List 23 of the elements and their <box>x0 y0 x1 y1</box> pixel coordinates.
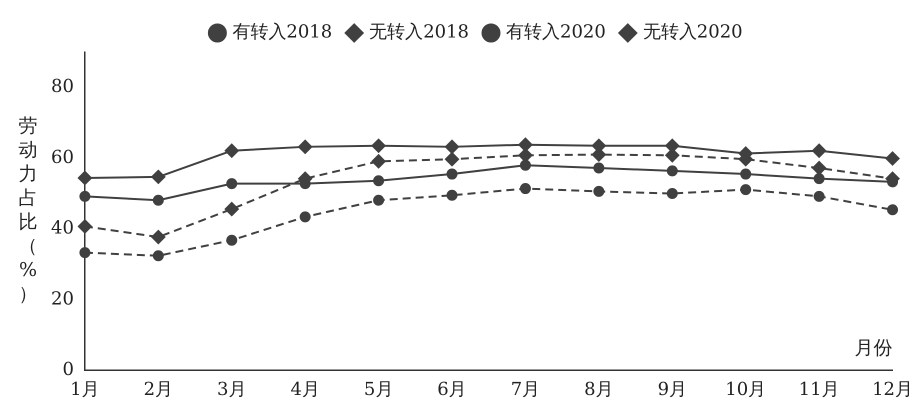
x-tick-label: 9月 <box>658 378 688 400</box>
legend-label: 有转入2018 <box>232 22 332 43</box>
x-tick-label: 4月 <box>290 378 320 400</box>
x-tick-label: 11月 <box>798 378 840 400</box>
x-tick-label: 10月 <box>725 378 766 400</box>
x-tick-label: 7月 <box>510 378 540 400</box>
y-tick-label: 20 <box>51 288 74 310</box>
x-tick-label: 5月 <box>364 378 394 400</box>
x-tick-label: 6月 <box>437 378 467 400</box>
y-tick-label: 60 <box>51 146 74 168</box>
legend-label: 有转入2020 <box>506 22 606 43</box>
y-tick-label: 80 <box>51 76 74 98</box>
x-tick-label: 2月 <box>144 378 174 400</box>
x-tick-label: 12月 <box>872 378 913 400</box>
x-axis-title: 月份 <box>854 336 893 359</box>
legend-label: 无转入2018 <box>369 22 470 43</box>
y-tick-label: 40 <box>51 218 74 239</box>
legend-label: 无转入2020 <box>642 22 743 43</box>
y-axis-title: 劳动力占比（%） <box>18 115 38 306</box>
x-tick-label: 1月 <box>70 378 100 400</box>
x-tick-label: 8月 <box>584 378 614 400</box>
x-tick-label: 3月 <box>217 378 246 400</box>
y-tick-label: 0 <box>62 359 74 380</box>
